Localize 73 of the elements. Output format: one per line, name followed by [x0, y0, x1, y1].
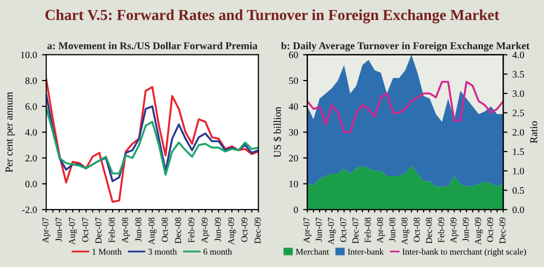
y-axis-title: US $ billion: [273, 106, 282, 158]
x-tick-label: Apr-07: [304, 217, 312, 244]
legend-label: Inter-bank to merchant (right scale): [402, 248, 526, 256]
x-tick-label: Feb-09: [188, 218, 194, 243]
y-tick-label: 40: [288, 103, 298, 110]
line-series: [307, 80, 504, 134]
y-tick-label: 4.0: [25, 129, 37, 136]
x-tick-label: Dec-08: [426, 218, 432, 244]
x-tick-label: Oct-08: [414, 218, 420, 242]
y-tick-label: 10: [289, 180, 298, 188]
x-tick-label: Apr-09: [202, 218, 210, 244]
x-tick-label: Aug-07: [328, 217, 336, 245]
x-tick-label: Apr-09: [450, 218, 458, 244]
y-tick-label: 6.0: [25, 103, 37, 110]
y2-tick-label: 0.0: [512, 206, 524, 214]
y2-tick-label: 4.0: [512, 52, 524, 58]
y2-tick-label: 2.0: [512, 129, 524, 136]
x-tick-label: Jun-09: [462, 218, 469, 242]
legend-label: 1 Month: [92, 248, 122, 255]
x-tick-label: Dec-09: [254, 218, 261, 244]
x-tick-label: Dec-07: [352, 217, 359, 244]
x-tick-label: Jun-08: [135, 218, 142, 242]
x-tick-label: Oct-07: [82, 217, 88, 242]
line-series: [46, 94, 258, 182]
x-tick-label: Oct-09: [487, 218, 494, 242]
x-tick-label: Jun-08: [389, 218, 396, 242]
x-tick-label: Aug-07: [68, 217, 77, 245]
y2-tick-label: 1.5: [513, 148, 524, 156]
text: Chart V.5: Forward Rates and Turnover in Foreign Exchange Market: [45, 9, 500, 24]
chart-title: a: Movement in Rs./US Dollar Forward Premia: [47, 42, 258, 50]
y-tick-label: 2.0: [25, 154, 37, 162]
x-tick-label: Jun-09: [214, 218, 221, 242]
y-tick-label: 50: [289, 77, 298, 84]
x-tick-label: Oct-09: [241, 218, 248, 242]
y-tick-label: 8.0: [25, 77, 37, 84]
legend-label: Inter-bank: [348, 248, 384, 255]
x-tick-label: Apr-08: [376, 218, 385, 244]
x-tick-label: Aug-08: [148, 218, 156, 245]
y-tick-label: 0: [294, 206, 298, 214]
x-tick-label: Jun-07: [316, 217, 322, 242]
chart-title: b: Daily Average Turnover in Foreign Exchange Market: [281, 42, 530, 52]
legend-label: 3 month: [148, 248, 177, 255]
x-tick-label: Dec-07: [95, 217, 102, 244]
x-tick-label: Aug-08: [401, 218, 410, 245]
y2-axis-title: Ratio: [530, 121, 538, 144]
y-axis-title: Per cent per annum: [6, 92, 15, 172]
x-tick-label: Feb-09: [438, 218, 444, 243]
x-tick-label: Oct-07: [340, 217, 346, 242]
x-tick-label: Aug-09: [228, 218, 236, 245]
y-tick-label: 60: [289, 52, 298, 58]
x-tick-label: Apr-08: [122, 218, 130, 244]
y2-tick-label: 3.0: [512, 90, 524, 97]
y-tick-label: 10.0: [21, 52, 37, 58]
x-tick-label: Jun-07: [56, 217, 62, 242]
y2-tick-label: 2.5: [512, 110, 524, 116]
y-tick-label: -2.0: [22, 206, 37, 214]
x-tick-label: Oct-08: [162, 218, 168, 242]
y2-tick-label: 1.0: [513, 168, 524, 174]
x-tick-label: Aug-09: [474, 218, 483, 245]
x-tick-label: Dec-08: [175, 218, 182, 244]
y2-tick-label: 0.5: [512, 187, 524, 194]
x-tick-label: Feb-08: [108, 218, 115, 243]
line-series: [46, 106, 258, 176]
legend-label: Merchant: [296, 248, 330, 255]
x-tick-label: Apr-07: [42, 217, 50, 244]
y-tick-label: 20: [289, 154, 298, 162]
legend-label: 6 month: [204, 248, 232, 255]
y2-tick-label: 3.5: [512, 71, 524, 78]
y-tick-label: 30: [289, 129, 298, 136]
x-tick-label: Feb-08: [364, 218, 371, 243]
x-tick-label: Dec-09: [499, 218, 506, 244]
y-tick-label: 0.0: [25, 180, 37, 188]
line-series: [46, 78, 258, 203]
